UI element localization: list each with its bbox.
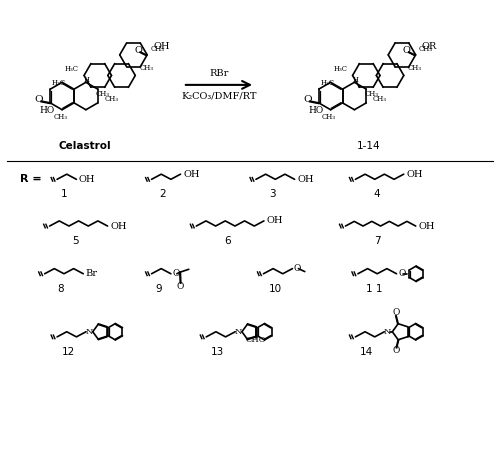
Text: OH: OH [110,221,126,231]
Text: 1-14: 1-14 [356,140,380,151]
Text: 1: 1 [60,189,67,199]
Text: N: N [235,328,242,336]
Text: O: O [294,264,302,273]
Text: N: N [383,328,390,336]
Text: 8: 8 [58,284,64,294]
Text: O: O [172,269,180,278]
Text: 3: 3 [269,189,276,199]
Text: CH₃: CH₃ [96,90,110,98]
Text: Celastrol: Celastrol [58,140,111,151]
Text: 13: 13 [211,347,224,357]
Text: O: O [398,269,406,278]
Text: CH₃: CH₃ [408,64,422,72]
Text: HO: HO [308,106,324,115]
Text: CH₃: CH₃ [364,90,378,98]
Text: OR: OR [422,42,437,52]
Text: HO: HO [40,106,55,115]
Text: H₃C: H₃C [52,79,66,87]
Text: CH₃: CH₃ [373,94,387,102]
Text: 14: 14 [360,347,374,357]
Text: R =: R = [20,174,42,184]
Text: CH₃: CH₃ [104,94,118,102]
Text: O: O [176,282,184,291]
Text: 7: 7 [374,236,381,246]
Text: 10: 10 [268,284,281,294]
Text: CH₃: CH₃ [150,45,164,53]
Text: OH: OH [183,170,200,179]
Text: 1 1: 1 1 [366,284,382,294]
Text: CH₃: CH₃ [53,113,67,121]
Text: CH₃: CH₃ [322,113,336,121]
Text: O: O [392,346,400,355]
Text: O: O [35,95,43,104]
Text: H: H [352,76,358,84]
Text: CH₃: CH₃ [418,45,432,53]
Text: H: H [84,76,90,84]
Text: H₃C: H₃C [320,79,334,87]
Text: H₃C: H₃C [65,66,79,73]
Text: OH: OH [406,170,422,179]
Text: 9: 9 [155,284,162,294]
Text: RBr: RBr [209,69,229,79]
Text: N: N [86,328,93,336]
Text: Br: Br [86,269,98,278]
Text: 2: 2 [160,189,166,199]
Text: OH: OH [266,216,283,226]
Text: OH: OH [79,175,96,184]
Text: 4: 4 [374,189,380,199]
Text: CHO: CHO [246,336,266,344]
Text: O: O [392,308,400,317]
Text: OH: OH [153,42,170,52]
Text: CH₃: CH₃ [140,64,153,72]
Text: 5: 5 [72,236,79,246]
Text: O: O [304,95,312,104]
Text: H₃C: H₃C [334,66,347,73]
Text: O: O [403,46,410,55]
Text: O: O [134,46,142,55]
Text: OH: OH [297,175,314,184]
Text: OH: OH [418,221,434,231]
Text: 12: 12 [62,347,75,357]
Text: 6: 6 [224,236,230,246]
Text: K₂CO₃/DMF/RT: K₂CO₃/DMF/RT [181,91,256,100]
